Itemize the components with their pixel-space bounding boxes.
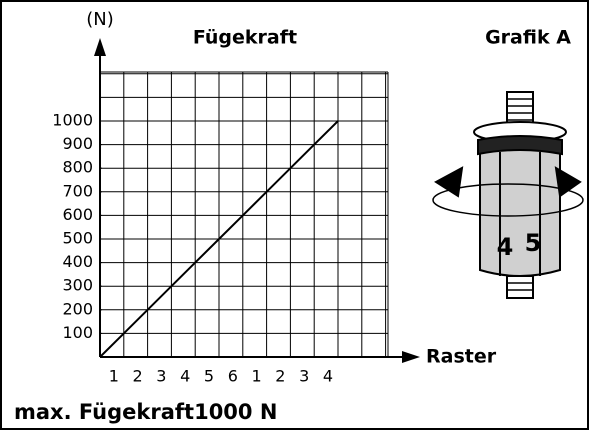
x-axis-label: Raster <box>426 346 497 368</box>
x-tick-label: 2 <box>133 367 143 386</box>
x-tick-label: 3 <box>299 367 309 386</box>
x-tick-label: 4 <box>323 367 333 386</box>
x-tick-label: 2 <box>275 367 285 386</box>
x-tick-label: 1 <box>252 367 262 386</box>
x-tick-label: 6 <box>228 367 238 386</box>
y-tick-label: 700 <box>62 181 93 200</box>
y-axis-label: (N) <box>86 9 114 30</box>
x-tick-label: 1 <box>109 367 119 386</box>
footer: max. Fügekraft1000 N <box>14 400 277 424</box>
nut-number: 5 <box>525 229 542 257</box>
nut-number: 4 <box>497 233 514 261</box>
y-tick-label: 900 <box>62 134 93 153</box>
y-tick-label: 400 <box>62 252 93 271</box>
x-tick-label: 5 <box>204 367 214 386</box>
y-tick-label: 300 <box>62 276 93 295</box>
y-tick-label: 500 <box>62 229 93 248</box>
x-tick-label: 3 <box>156 367 166 386</box>
y-tick-label: 100 <box>62 323 93 342</box>
y-tick-label: 200 <box>62 299 93 318</box>
y-tick-label: 800 <box>62 158 93 177</box>
thread-bottom <box>507 276 533 298</box>
y-tick-label: 1000 <box>52 111 93 130</box>
x-tick-label: 4 <box>180 367 190 386</box>
chart: (N) Fügekraft Grafik A Raster max. Fügek… <box>0 0 589 430</box>
chart-title: Fügekraft <box>193 27 297 49</box>
y-tick-label: 600 <box>62 205 93 224</box>
chart-subtitle: Grafik A <box>485 27 571 49</box>
